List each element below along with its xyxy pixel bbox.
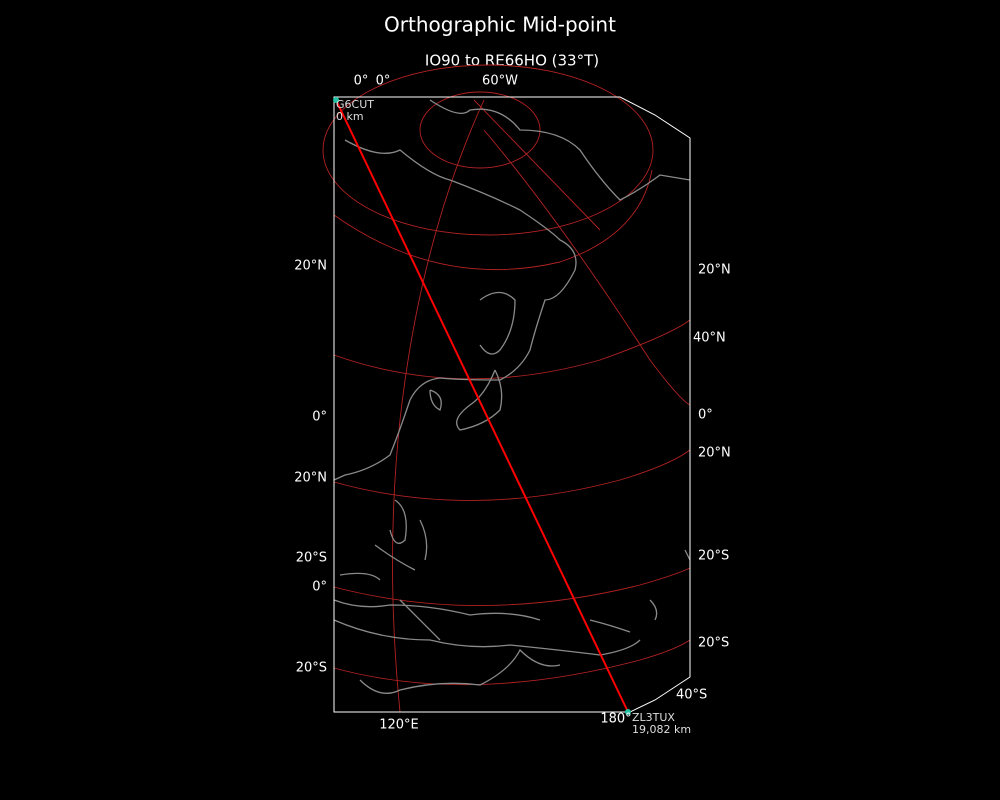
grid-label: 20°S [296,551,327,566]
end-distance: 19,082 km [632,723,691,736]
coastlines [333,99,691,694]
end-call: ZL3TUX [632,711,675,724]
grid-label: 20°S [698,549,729,564]
start-distance: 0 km [336,110,364,123]
grid-label: 20°N [698,263,731,278]
grid-label: 40°N [693,331,726,346]
grid-label: 180° [600,712,631,727]
start-point [333,97,339,103]
end-point [625,709,631,715]
start-call: G6CUT [336,98,374,111]
grid-label: 40°S [676,688,707,703]
grid-label: 20°N [698,446,731,461]
grid-label: 0° [312,410,327,425]
great-circle-path [335,99,629,713]
title: Orthographic Mid-point [384,13,616,37]
grid-label: 0° [354,74,369,89]
graticule [322,64,691,713]
grid-label: 20°S [698,636,729,651]
grid-label: 60°W [482,74,518,89]
map-frame [333,96,691,713]
grid-label: 20°N [294,471,327,486]
grid-label: 20°N [294,259,327,274]
grid-label: 120°E [379,718,419,733]
grid-label: 0° [698,408,713,423]
grid-label: 20°S [296,661,327,676]
grid-label: 0° [376,74,391,89]
grid-label: 0° [312,580,327,595]
subtitle: IO90 to RE66HO (33°T) [425,52,599,70]
